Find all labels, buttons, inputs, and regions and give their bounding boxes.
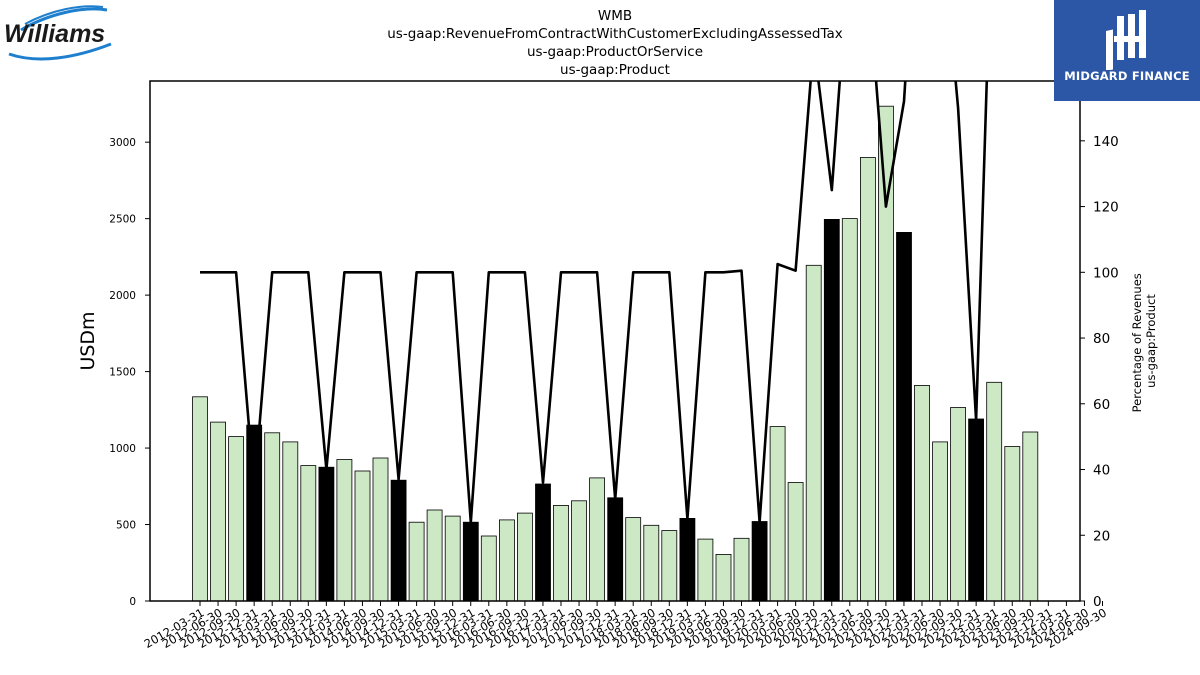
midgard-finance-logo: MIDGARD FINANCE	[1054, 0, 1200, 101]
y-tick-label: 0	[129, 596, 136, 608]
y2-tick-label: 140	[1093, 134, 1119, 150]
y-tick-label: 500	[116, 520, 136, 532]
percentage-line-layer	[200, 81, 989, 524]
y-tick-label: 3000	[109, 137, 136, 149]
bar-annual	[896, 231, 912, 601]
y-axis-label: USDm	[77, 311, 99, 370]
bar-quarter	[498, 519, 515, 601]
title-member: us-gaap:Product	[560, 62, 670, 78]
y2-tick-label: 60	[1093, 397, 1110, 413]
title-concept: us-gaap:RevenueFromContractWithCustomerE…	[387, 26, 843, 42]
bar-annual	[823, 218, 840, 601]
bar-quarter	[643, 524, 660, 601]
y2-tick-label: 100	[1093, 265, 1119, 281]
bar-quarter	[426, 509, 443, 601]
bar-quarter	[480, 535, 497, 601]
bar-quarter	[517, 512, 533, 601]
bar-quarter	[372, 457, 389, 601]
bar-quarter	[444, 515, 461, 601]
chart-title: WMB us-gaap:RevenueFromContractWithCusto…	[300, 7, 930, 79]
bar-quarter	[697, 538, 714, 601]
williams-logo: Williams	[4, 5, 112, 61]
y2-tick-label: 120	[1093, 200, 1119, 216]
bar-quarter	[264, 432, 281, 601]
bar-quarter	[914, 384, 930, 601]
bar-quarter	[769, 426, 786, 601]
bar-annual	[535, 483, 551, 601]
bar-quarter	[841, 218, 858, 601]
bar-quarter	[282, 441, 299, 601]
title-axis: us-gaap:ProductOrService	[526, 44, 704, 60]
bar-quarter	[228, 436, 245, 601]
bar-quarter	[300, 465, 317, 601]
bar-quarter	[787, 482, 804, 601]
bar-annual	[607, 497, 624, 601]
y-tick-label: 1500	[109, 367, 136, 379]
y-tick-label: 2500	[109, 214, 136, 226]
bar-quarter	[805, 264, 822, 601]
y2-tick-label: 40	[1093, 463, 1110, 479]
percentage-line	[200, 81, 989, 524]
y2-tick-label: 0	[1093, 594, 1102, 610]
bar-quarter	[589, 477, 605, 601]
right-axis-ticks: 0 20 40 60 80 100 120 140	[1080, 134, 1119, 610]
midgard-emblem-icon	[1106, 10, 1146, 70]
bar-annual	[246, 424, 263, 601]
y2-axis-label: Percentage of Revenues us-gaap:Product	[1130, 270, 1158, 413]
bar-quarter	[625, 517, 642, 601]
bar-quarter	[950, 407, 966, 601]
bar-quarter	[354, 470, 371, 601]
bar-annual	[968, 418, 984, 601]
bar-quarter	[571, 500, 587, 601]
bar-quarter	[986, 381, 1003, 601]
bar-quarter	[210, 421, 227, 601]
bar-quarter	[192, 396, 208, 601]
bar-quarter	[860, 157, 876, 601]
y2-tick-label: 80	[1093, 331, 1110, 347]
y2-axis-label-line-1: Percentage of Revenues	[1130, 273, 1144, 412]
bar-quarter	[661, 530, 678, 601]
bar-quarter	[336, 459, 353, 601]
bar-quarter	[408, 521, 425, 601]
bar-quarter	[1004, 446, 1021, 601]
y2-axis-label-line-2: us-gaap:Product	[1144, 294, 1158, 388]
bar-quarter	[553, 504, 569, 601]
left-axis-ticks: 0 500 1000 1500 2000 2500 3000	[109, 137, 150, 608]
title-ticker: WMB	[597, 8, 633, 24]
x-axis-ticks: 2012-03-312012-06-302012-09-302012-12-31…	[142, 601, 1109, 651]
bar-annual	[751, 521, 768, 601]
bar-annual	[390, 479, 407, 601]
williams-wordmark: Williams	[4, 20, 105, 48]
bar-quarter	[932, 441, 948, 601]
bar-annual	[318, 466, 335, 601]
midgard-wordmark: MIDGARD FINANCE	[1064, 69, 1190, 83]
y2-tick-label: 20	[1093, 528, 1110, 544]
bar-annual	[462, 521, 479, 601]
y-tick-label: 1000	[109, 443, 136, 455]
bar-annual	[679, 518, 696, 601]
bar-quarter	[1022, 431, 1039, 601]
y-tick-label: 2000	[109, 290, 136, 302]
bar-quarter	[733, 537, 750, 601]
bar-quarter	[715, 554, 732, 601]
bars-layer	[192, 105, 1039, 601]
